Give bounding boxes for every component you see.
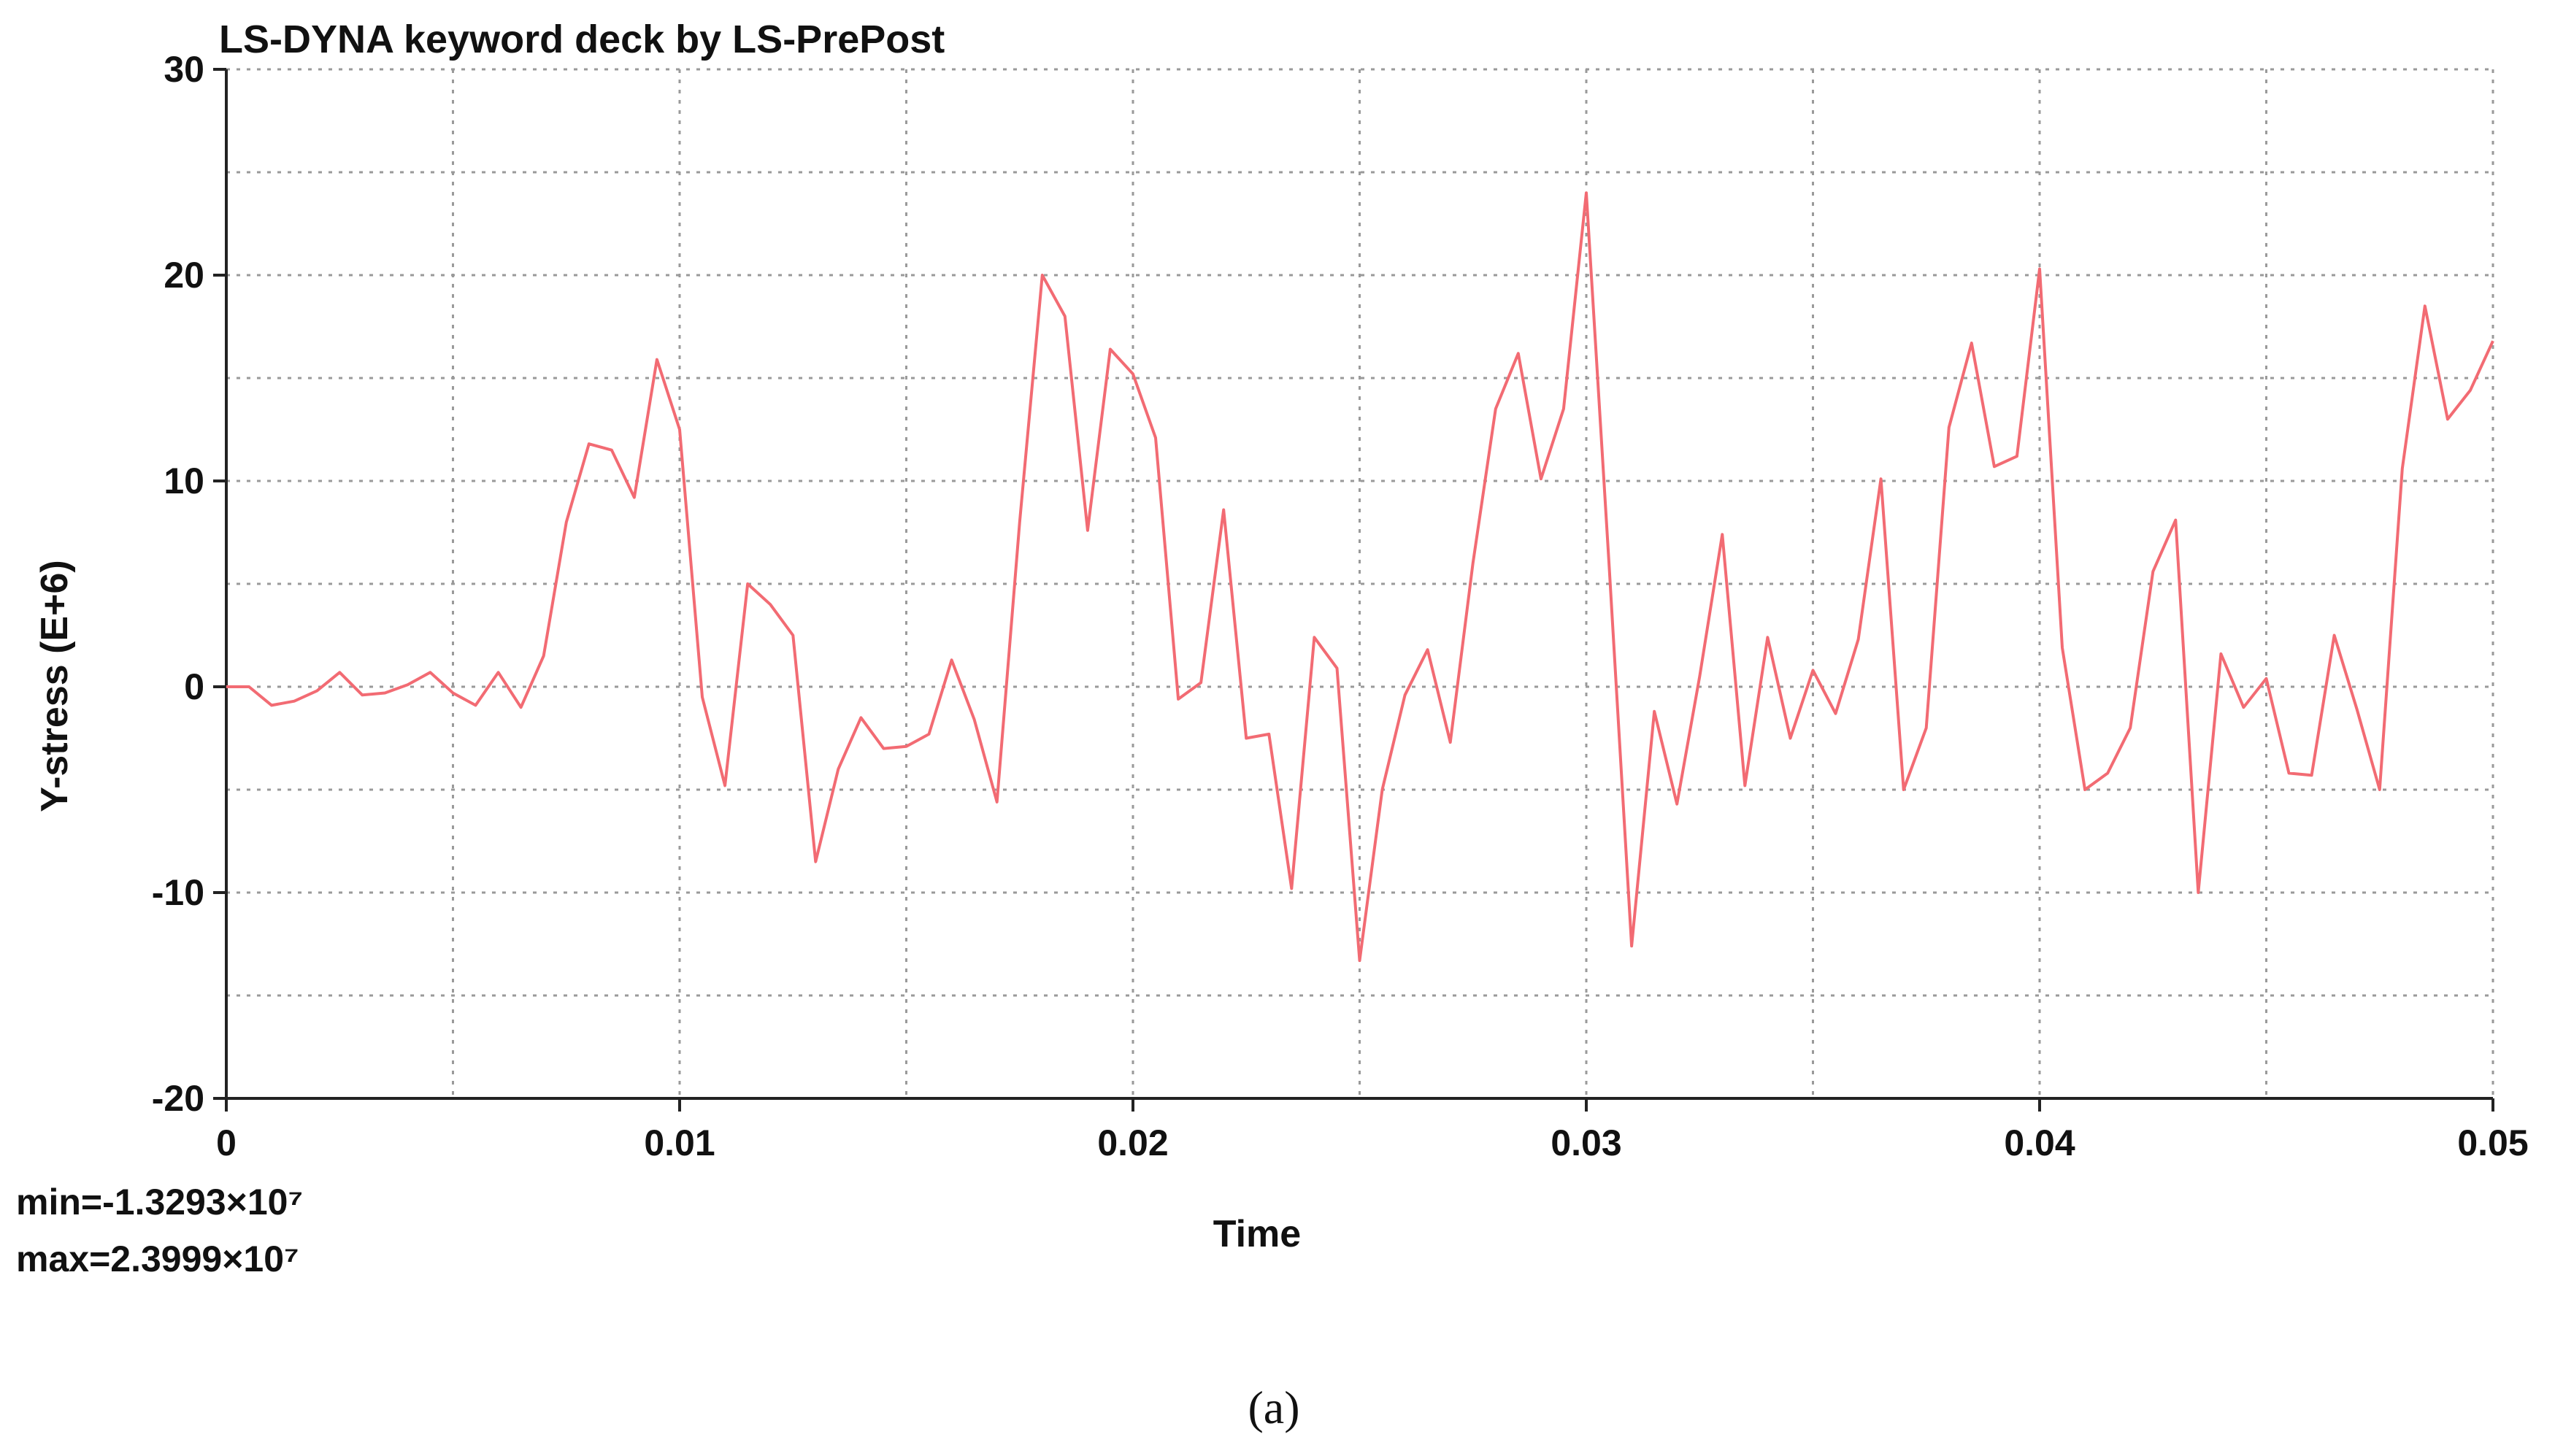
x-tick-label: 0.01 [644, 1122, 715, 1163]
chart-title: LS-DYNA keyword deck by LS-PrePost [219, 18, 945, 61]
y-tick-label: 10 [164, 461, 204, 501]
axes [213, 68, 2494, 1112]
series-layer [226, 191, 2494, 963]
x-tick-label: 0.02 [1097, 1122, 1168, 1163]
y-tick-labels: 30 20 10 0 -10 -20 [152, 49, 204, 1119]
y-tick-label: -10 [152, 872, 204, 913]
y-tick-label: 20 [164, 255, 204, 296]
y-tick-label: 0 [184, 666, 204, 707]
figure-caption: (a) [1248, 1382, 1299, 1433]
series-line [226, 191, 2494, 963]
x-axis-label: Time [1213, 1213, 1301, 1255]
y-axis-label: Y-stress (E+6) [34, 560, 76, 812]
x-tick-label: 0.05 [2457, 1122, 2528, 1163]
y-tick-label: 30 [164, 49, 204, 90]
y-tick-label: -20 [152, 1078, 204, 1119]
min-annotation: min=-1.3293×10⁷ [16, 1182, 303, 1222]
x-tick-label: 0.03 [1551, 1122, 1621, 1163]
max-annotation: max=2.3999×10⁷ [16, 1239, 299, 1279]
x-tick-label: 0 [216, 1122, 237, 1163]
x-tick-label: 0.04 [2004, 1122, 2075, 1163]
x-tick-labels: 0 0.01 0.02 0.03 0.04 0.05 [216, 1122, 2529, 1163]
